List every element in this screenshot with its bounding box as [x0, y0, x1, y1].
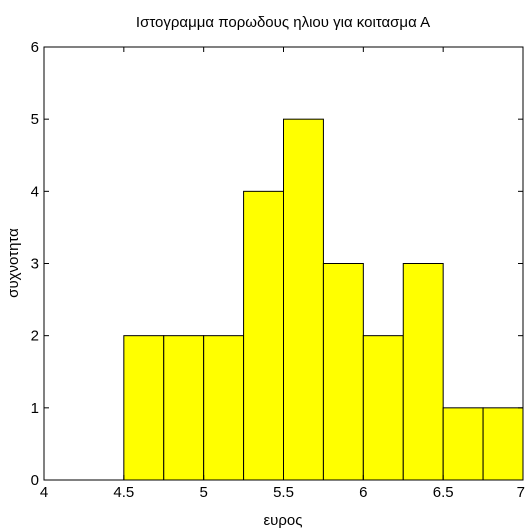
histogram-bar [482, 407, 524, 481]
chart-title: Ιστογραμμα πορωδους ηλιου για κοιτασμα Α [136, 14, 430, 31]
histogram-bar [123, 335, 165, 481]
y-tick-label: 2 [31, 328, 39, 345]
x-tick-label: 7 [517, 484, 525, 501]
ticks-group: 4 4.5 5 5.5 6 6.5 7 0 1 2 3 4 5 6 [31, 39, 525, 501]
histogram-bar [442, 407, 484, 481]
x-tick-label: 5 [199, 484, 207, 501]
histogram-bar [243, 190, 284, 481]
y-tick-label: 5 [31, 111, 39, 128]
histogram-bar [163, 335, 205, 481]
y-tick-label: 4 [31, 183, 39, 200]
bars-group [123, 118, 524, 481]
histogram-bar [402, 263, 444, 481]
histogram-bar [322, 263, 364, 481]
y-tick-label: 6 [31, 39, 39, 56]
x-tick-label: 6 [359, 484, 367, 501]
x-tick-label: 6.5 [433, 484, 454, 501]
histogram-bar [362, 335, 404, 481]
plot-area-frame [43, 46, 524, 481]
x-tick-label: 4 [40, 484, 48, 501]
y-tick-label: 3 [31, 256, 39, 273]
histogram-bar [283, 118, 324, 481]
x-tick-label: 4.5 [113, 484, 134, 501]
histogram-bar [203, 335, 245, 481]
y-tick-label: 0 [31, 472, 39, 489]
x-axis-label: ευρος [264, 512, 303, 529]
y-axis-label: συχνοτητα [5, 228, 22, 298]
y-tick-label: 1 [31, 400, 39, 417]
x-tick-label: 5.5 [273, 484, 294, 501]
